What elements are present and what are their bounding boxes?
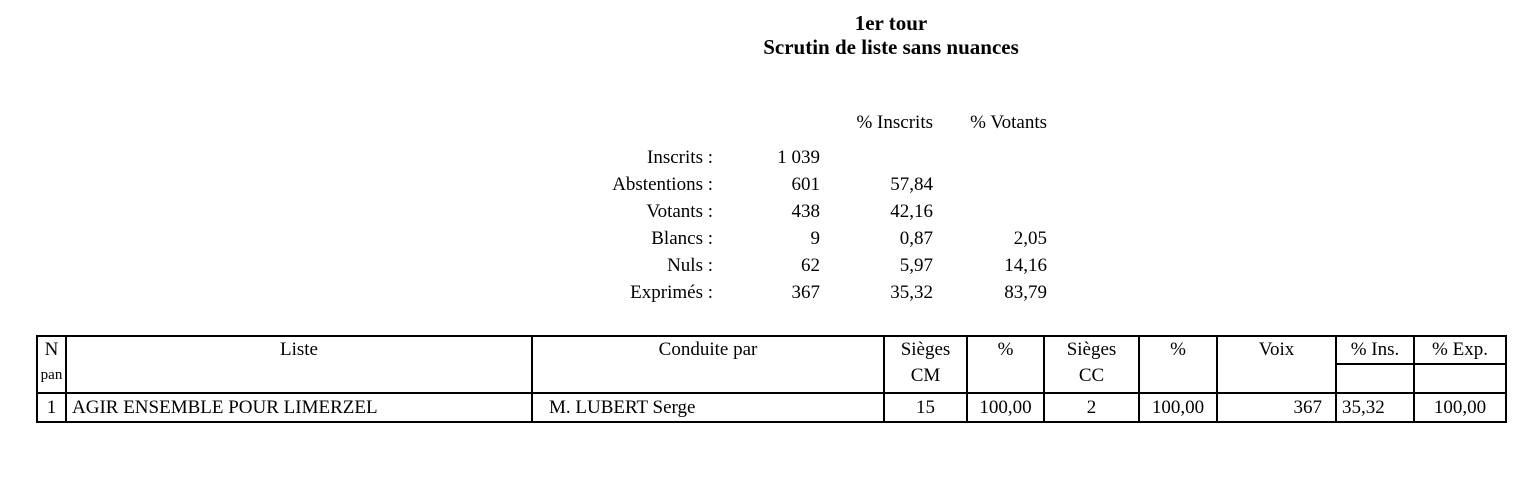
title-round: 1er tour (854, 11, 928, 35)
summary-row-abstentions: Abstentions : 601 57,84 (413, 171, 1047, 198)
header-num-line2: pan (40, 367, 63, 383)
stat-value: 438 (791, 201, 821, 222)
cell-pct-cm: 100,00 (966, 392, 1045, 423)
cell-voix: 367 (1216, 392, 1337, 423)
stat-pct-inscrits: 42,16 (890, 201, 933, 222)
cell-num-panneau: 1 (36, 392, 67, 423)
page-title: 1er tour Scrutin de liste sans nuances (391, 11, 1391, 59)
stat-label: Abstentions : (612, 174, 713, 195)
header-conduite-par: Conduite par (531, 335, 885, 394)
summary-row-inscrits: Inscrits : 1 039 (413, 144, 1047, 171)
summary-header-spacer (713, 111, 820, 144)
cell-sieges-cc: 2 (1043, 392, 1140, 423)
summary-header-row: % Inscrits % Votants (413, 111, 1047, 144)
cell-pct-exp: 100,00 (1413, 392, 1507, 423)
stat-pct-inscrits: 57,84 (890, 174, 933, 195)
stat-label: Exprimés : (630, 282, 713, 303)
header-pct-exp: % Exp. (1413, 335, 1507, 394)
header-pct-exp-label: % Exp. (1416, 338, 1504, 365)
results-table-row: 1 AGIR ENSEMBLE POUR LIMERZEL M. LUBERT … (36, 392, 1507, 423)
header-pct-cm: % (966, 335, 1045, 394)
summary-stats: % Inscrits % Votants Inscrits : 1 039 Ab… (413, 111, 1047, 306)
header-sieges-cc-line2: CC (1078, 365, 1105, 386)
stat-pct-votants (933, 171, 1047, 198)
header-voix: Voix (1216, 335, 1337, 394)
stat-pct-votants: 83,79 (1004, 282, 1047, 303)
stat-label: Inscrits : (647, 147, 713, 168)
cell-pct-ins: 35,32 (1335, 392, 1415, 423)
header-liste: Liste (65, 335, 533, 394)
stat-pct-votants: 14,16 (1004, 255, 1047, 276)
summary-row-nuls: Nuls : 62 5,97 14,16 (413, 252, 1047, 279)
header-num-line1: N (44, 339, 59, 360)
summary-row-exprimes: Exprimés : 367 35,32 83,79 (413, 279, 1047, 306)
stat-pct-votants (933, 144, 1047, 171)
header-sieges-cc: Sièges CC (1043, 335, 1140, 394)
cell-conduite-par: M. LUBERT Serge (531, 392, 885, 423)
summary-row-blancs: Blancs : 9 0,87 2,05 (413, 225, 1047, 252)
cell-pct-cc: 100,00 (1138, 392, 1218, 423)
header-sieges-cm: Sièges CM (883, 335, 968, 394)
stat-value: 367 (791, 282, 821, 303)
header-sieges-cm-line1: Sièges (900, 339, 951, 360)
stat-label: Nuls : (667, 255, 713, 276)
stat-pct-votants: 2,05 (1013, 228, 1047, 249)
summary-header-spacer (413, 111, 713, 144)
summary-header-pct-inscrits: % Inscrits (856, 112, 933, 133)
stat-value: 62 (801, 255, 820, 276)
title-scrutin-type: Scrutin de liste sans nuances (763, 35, 1019, 59)
header-sieges-cm-line2: CM (910, 365, 941, 386)
header-pct-ins: % Ins. (1335, 335, 1415, 394)
results-table: N pan Liste Conduite par Sièges CM % Siè… (36, 335, 1507, 423)
header-pct-ins-label: % Ins. (1338, 338, 1412, 365)
stat-value: 601 (791, 174, 821, 195)
header-pct-cc: % (1138, 335, 1218, 394)
results-table-header-row: N pan Liste Conduite par Sièges CM % Siè… (36, 335, 1507, 394)
stat-pct-votants (933, 198, 1047, 225)
stat-label: Blancs : (651, 228, 713, 249)
header-sieges-cc-line1: Sièges (1066, 339, 1117, 360)
stat-pct-inscrits: 5,97 (899, 255, 933, 276)
stat-value: 1 039 (777, 147, 820, 168)
stat-pct-inscrits (820, 144, 933, 171)
header-num-panneau: N pan (36, 335, 67, 394)
summary-header-pct-votants: % Votants (970, 112, 1047, 133)
stat-value: 9 (810, 228, 821, 249)
cell-liste: AGIR ENSEMBLE POUR LIMERZEL (65, 392, 533, 423)
summary-row-votants: Votants : 438 42,16 (413, 198, 1047, 225)
stat-pct-inscrits: 35,32 (890, 282, 933, 303)
cell-sieges-cm: 15 (883, 392, 968, 423)
stat-label: Votants : (646, 201, 713, 222)
stat-pct-inscrits: 0,87 (899, 228, 933, 249)
